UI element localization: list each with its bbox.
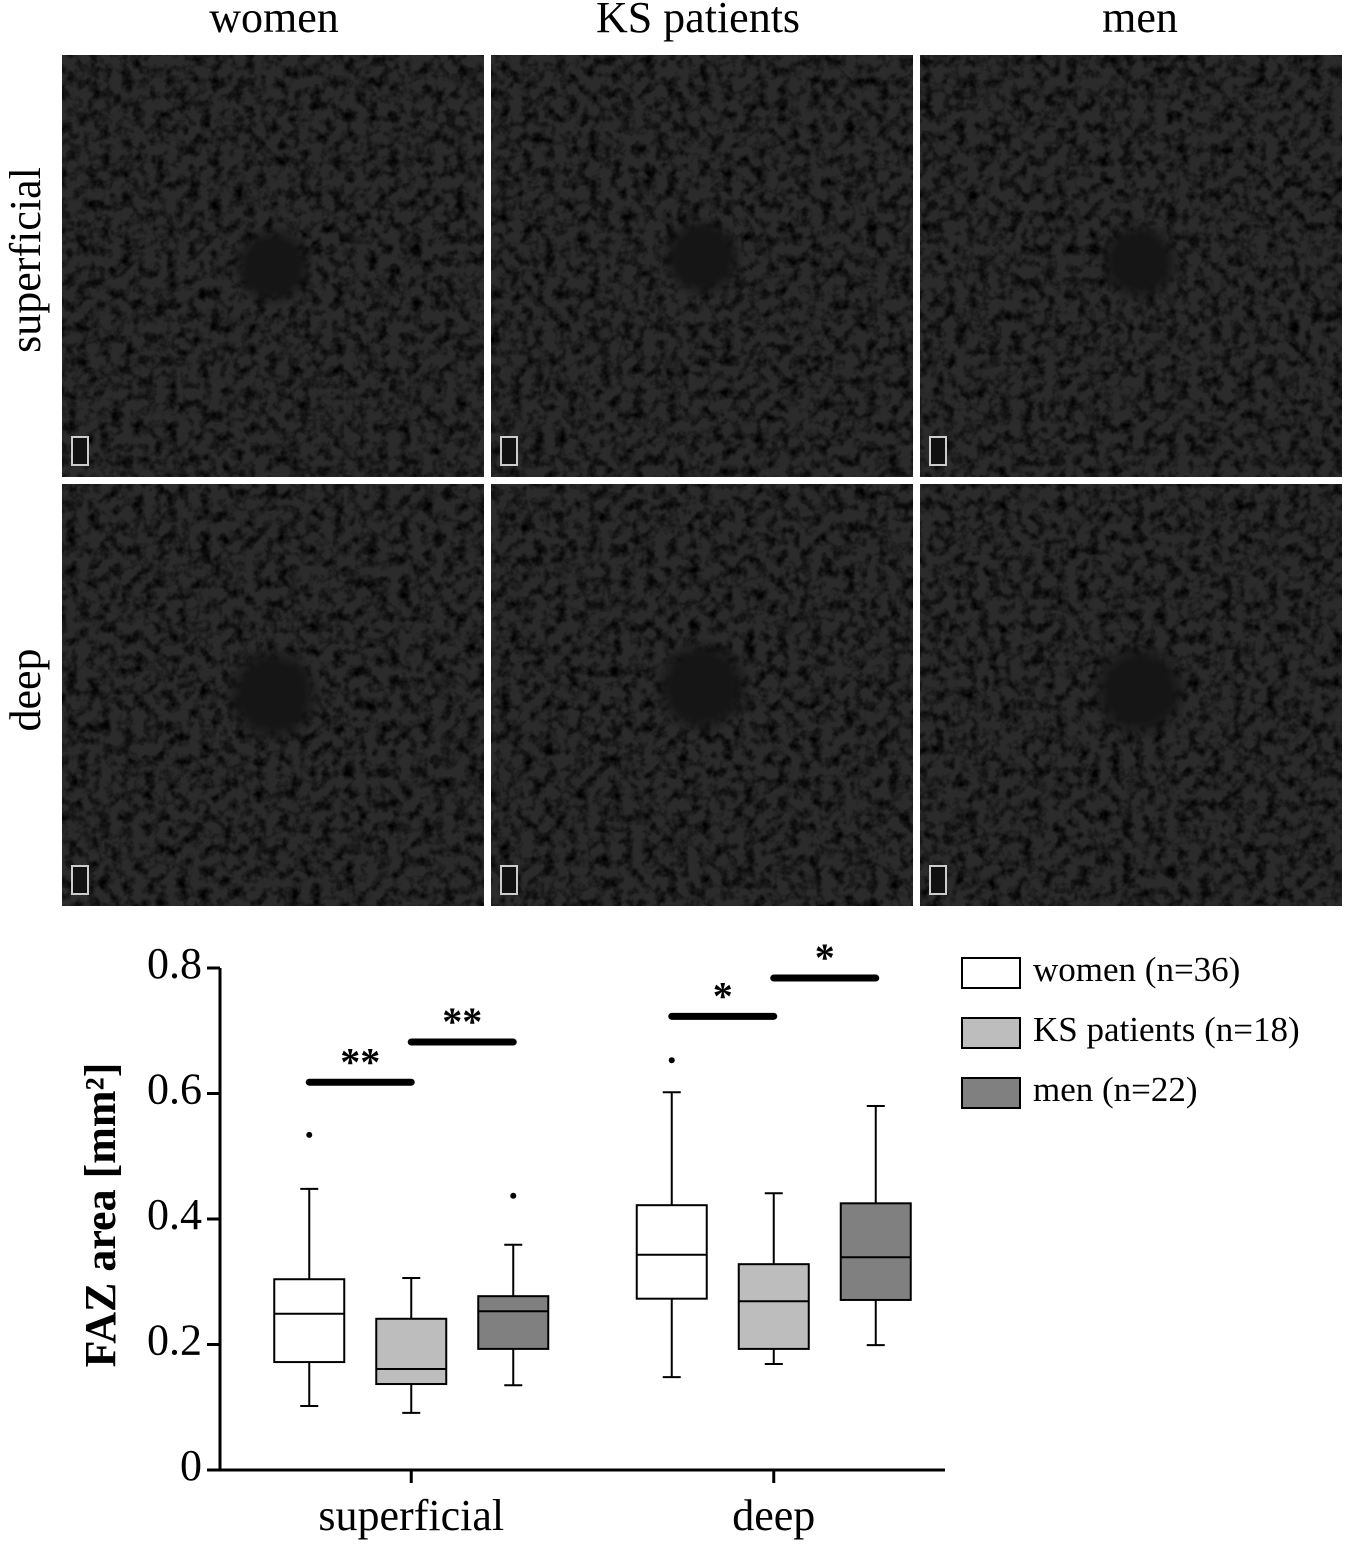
foveal-zone — [652, 636, 752, 737]
box — [273, 1278, 346, 1364]
column-label: men — [1102, 0, 1178, 42]
column-label: KS patients — [596, 0, 800, 42]
scan-icon — [929, 865, 947, 895]
column-label: women — [209, 0, 339, 42]
scan-icon — [929, 436, 947, 466]
y-axis-label: FAZ area [mm²] — [76, 1063, 125, 1368]
y-tick-label: 0.2 — [147, 1316, 202, 1365]
legend-label: women (n=36) — [1033, 950, 1240, 989]
legend-swatch — [961, 957, 1021, 989]
outlier — [668, 1057, 675, 1064]
scan-icon — [71, 436, 89, 466]
significance-label: ** — [340, 1039, 380, 1084]
legend-label: KS patients (n=18) — [1033, 1010, 1300, 1049]
y-tick-label: 0.6 — [147, 1065, 202, 1114]
legend-label: men (n=22) — [1033, 1070, 1198, 1109]
row-label: deep — [1, 648, 50, 731]
box — [477, 1295, 550, 1350]
foveal-zone — [660, 215, 744, 300]
scan-icon — [71, 865, 89, 895]
foveal-zone — [1097, 219, 1182, 304]
y-tick-label: 0.4 — [147, 1190, 202, 1239]
significance-label: * — [815, 935, 835, 980]
scan-icon — [500, 865, 518, 895]
y-tick-label: 0.8 — [147, 939, 202, 988]
box — [375, 1317, 448, 1386]
row-label: superficial — [1, 167, 50, 353]
legend-swatch — [961, 1017, 1021, 1049]
box — [737, 1263, 810, 1350]
scan-icon — [500, 436, 518, 466]
foveal-zone — [223, 645, 323, 745]
significance-label: * — [713, 973, 733, 1018]
foveal-zone — [1089, 640, 1190, 741]
foveal-zone — [231, 224, 315, 308]
x-tick-label: deep — [732, 1491, 815, 1540]
significance-label: ** — [442, 999, 482, 1044]
y-tick-label: 0 — [180, 1441, 202, 1490]
box — [839, 1202, 912, 1301]
legend-swatch — [961, 1077, 1021, 1109]
image-grid — [62, 55, 1342, 906]
outlier — [306, 1131, 313, 1138]
outlier — [510, 1192, 517, 1199]
x-tick-label: superficial — [318, 1491, 504, 1540]
box — [635, 1204, 708, 1300]
